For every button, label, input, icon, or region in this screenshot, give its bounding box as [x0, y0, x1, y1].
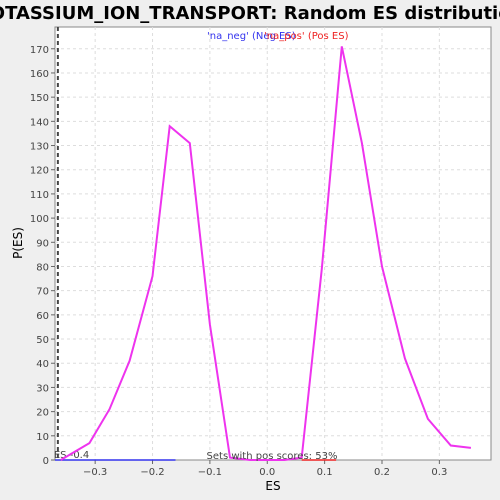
grid	[55, 27, 491, 460]
x-tick-label: 0.3	[431, 467, 447, 478]
y-tick-label: 160	[30, 69, 49, 80]
legend-neg: 'na_neg' (Neg ES)	[207, 31, 296, 42]
legend-pos: 'na_pos' (Pos ES)	[264, 31, 349, 42]
x-tick-label: −0.1	[198, 467, 222, 478]
axes: 0 10 20 30 40 50 60 70 80 90 100 110 120 130 140 150 160…	[30, 27, 447, 478]
y-tick-label: 110	[30, 190, 49, 201]
y-tick-label: 90	[36, 238, 49, 249]
y-tick-label: 150	[30, 93, 49, 104]
y-axis-label: P(ES)	[11, 227, 25, 259]
y-tick-label: 50	[36, 335, 49, 346]
y-tick-label: 100	[30, 214, 49, 225]
es-vline-label: ES -0.4	[54, 450, 89, 461]
x-tick-label: 0.1	[317, 467, 333, 478]
x-tick-label: −0.3	[83, 467, 107, 478]
y-tick-label: 20	[36, 408, 49, 419]
x-axis-label: ES	[265, 479, 280, 493]
legend: 'na_neg' (Neg ES)'na_pos' (Pos ES)	[207, 31, 349, 42]
y-tick-label: 10	[36, 432, 49, 443]
y-tick-label: 60	[36, 311, 49, 322]
chart-title: POTASSIUM_ION_TRANSPORT: Random ES distr…	[0, 3, 500, 24]
y-tick-label: 130	[30, 142, 49, 153]
plot-area	[54, 26, 492, 461]
x-tick-label: 0.2	[374, 467, 390, 478]
x-tick-label: −0.2	[140, 467, 164, 478]
y-tick-label: 120	[30, 166, 49, 177]
y-tick-label: 30	[36, 383, 49, 394]
x-tick-label: 0.0	[259, 467, 275, 478]
y-tick-label: 0	[43, 456, 49, 467]
y-tick-label: 170	[30, 45, 49, 56]
series-line-2	[60, 46, 472, 461]
y-tick-label: 80	[36, 262, 49, 273]
y-tick-label: 70	[36, 287, 49, 298]
pos-scores-annotation: Sets with pos scores: 53%	[207, 451, 338, 462]
y-tick-label: 140	[30, 117, 49, 128]
series-lines	[55, 46, 472, 461]
y-tick-label: 40	[36, 359, 49, 370]
